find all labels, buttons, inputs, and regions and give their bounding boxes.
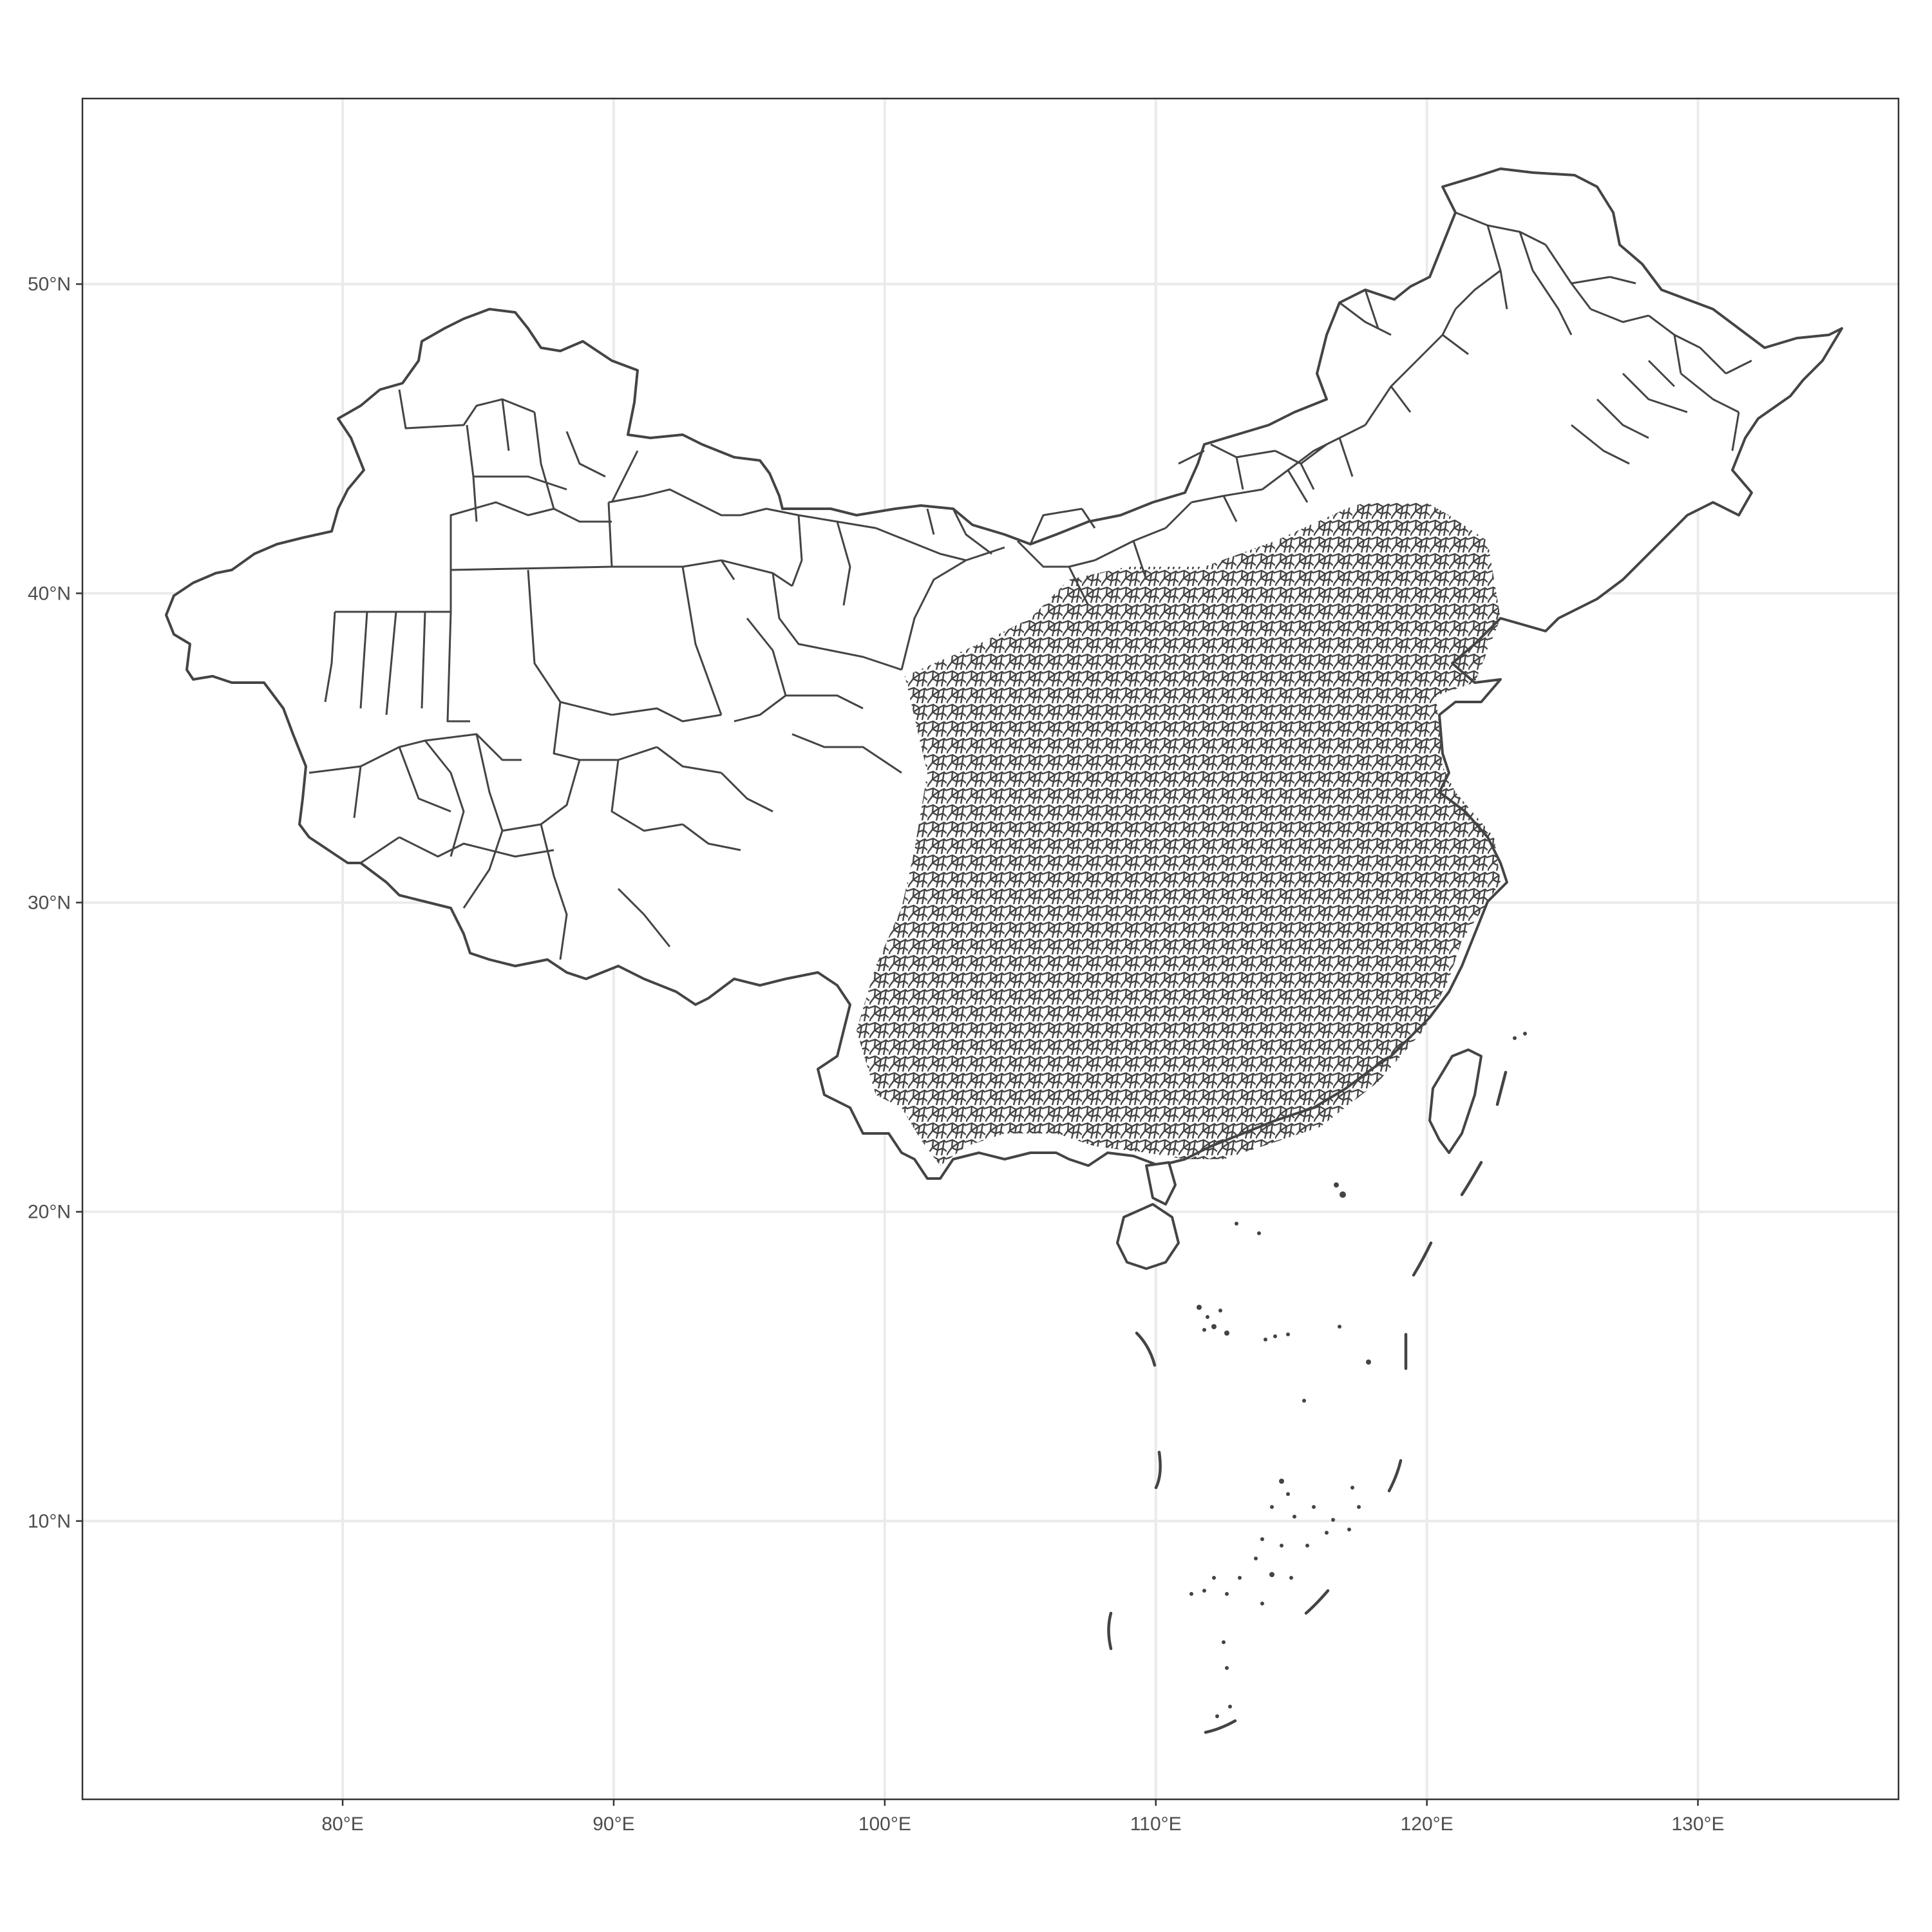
x-tick-label: 120°E [1401,1814,1454,1835]
x-tick-label: 110°E [1130,1814,1182,1835]
y-axis: 10°N 20°N 30°N 40°N 50°N [28,274,82,1532]
nine-dash-line [1107,1070,1508,1734]
region-boundaries [308,211,1752,960]
y-tick-label: 50°N [28,274,71,295]
hainan-outline [1116,1203,1180,1270]
x-axis: 80°E 90°E 100°E 110°E 120°E 130°E [321,1799,1725,1835]
x-tick-label: 90°E [592,1814,634,1835]
y-tick-label: 20°N [28,1202,71,1223]
x-tick-label: 130°E [1672,1814,1725,1835]
x-tick-label: 80°E [321,1814,363,1835]
y-tick-label: 40°N [28,583,71,604]
x-tick-label: 100°E [858,1814,911,1835]
south-china-sea-islands [1189,1032,1527,1718]
y-tick-label: 10°N [28,1511,71,1532]
taiwan-outline [1428,1048,1482,1154]
leizhou-outline [1145,1161,1177,1206]
panel-border [81,97,1900,1801]
y-tick-label: 30°N [28,892,71,913]
